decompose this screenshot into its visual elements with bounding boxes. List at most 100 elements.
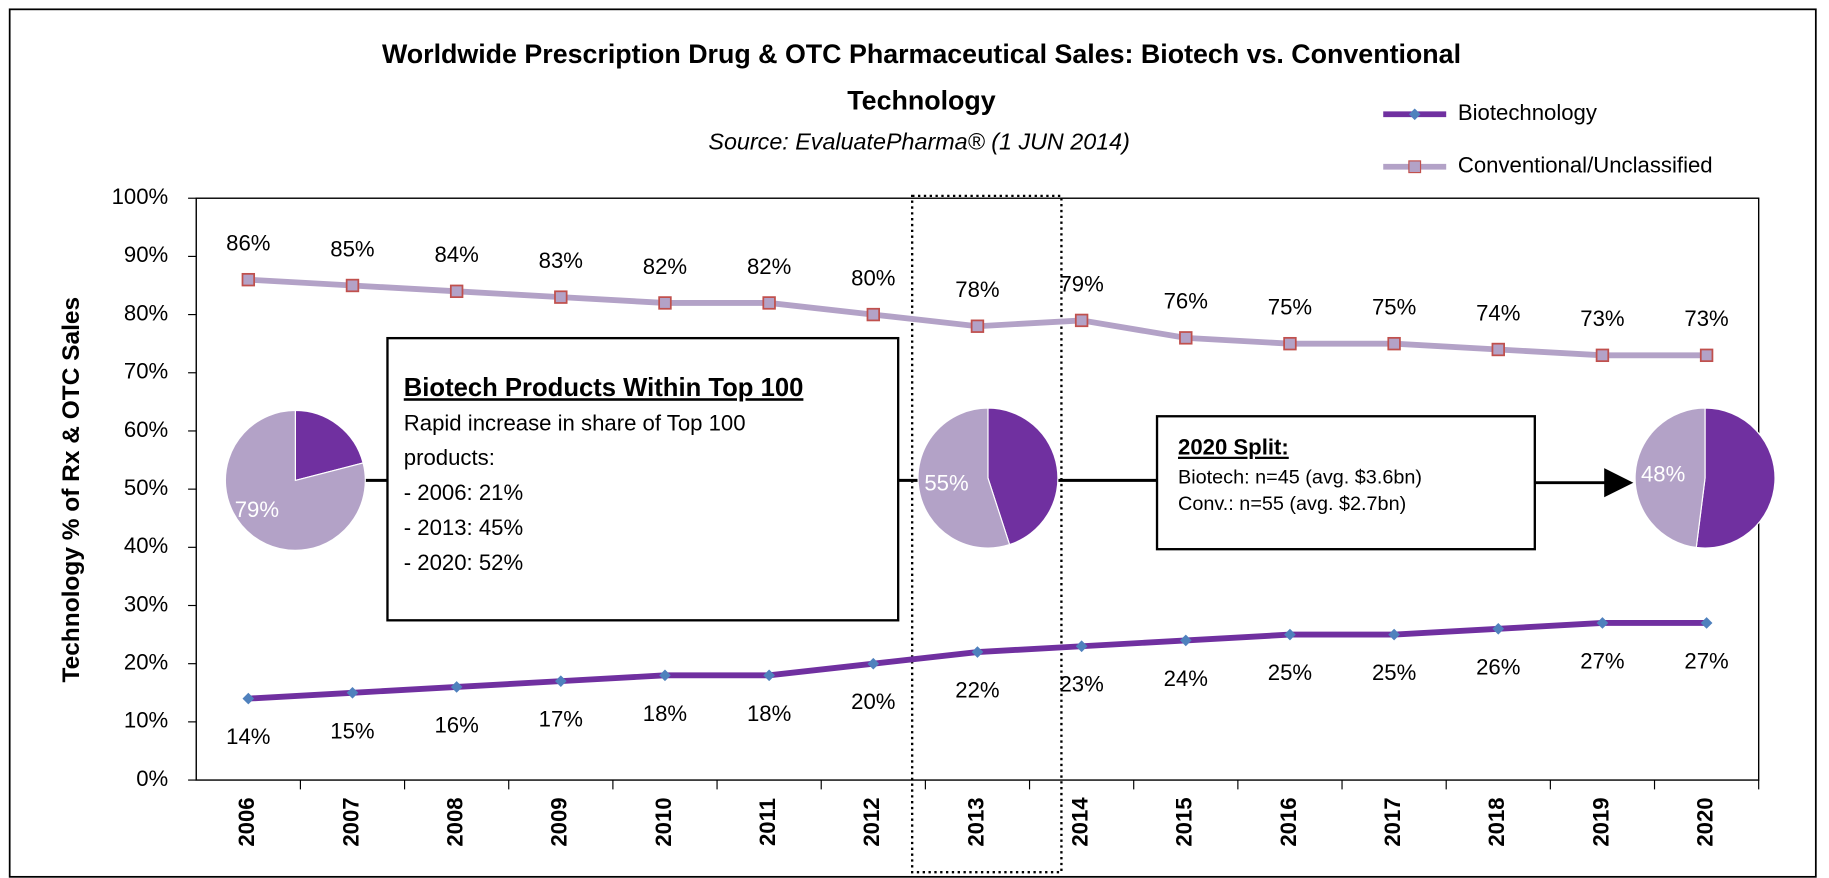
chart-subtitle: Source: EvaluatePharma® (1 JUN 2014)	[708, 129, 1129, 155]
data-label: 24%	[1164, 666, 1208, 691]
data-label: 15%	[330, 718, 374, 743]
data-label: 83%	[539, 248, 583, 273]
annotation-line: Conv.: n=55 (avg. $2.7bn)	[1178, 493, 1406, 515]
x-tick-label: 2017	[1380, 797, 1405, 846]
data-label: 25%	[1268, 660, 1312, 685]
point	[866, 307, 881, 322]
point	[970, 319, 985, 333]
y-tick-label: 100%	[112, 184, 169, 209]
data-label: 17%	[539, 707, 583, 732]
y-tick-label: 90%	[124, 242, 168, 267]
point	[1595, 348, 1610, 363]
point	[449, 284, 464, 299]
annotation-line: - 2006: 21%	[404, 480, 523, 505]
data-label: 75%	[1372, 295, 1416, 320]
data-label: 78%	[955, 277, 999, 302]
x-tick-label: 2019	[1588, 797, 1613, 846]
point	[554, 290, 568, 304]
data-label: 73%	[1580, 306, 1624, 331]
point	[241, 272, 256, 287]
pie-slice	[224, 409, 366, 551]
legend-label: Biotechnology	[1458, 100, 1598, 125]
data-label: 25%	[1372, 660, 1416, 685]
x-tick-label: 2016	[1276, 797, 1301, 846]
annotation-line: Biotech: n=45 (avg. $3.6bn)	[1178, 466, 1422, 488]
pie-label: 55%	[924, 470, 968, 495]
y-axis-label: Technology % of Rx & OTC Sales	[58, 297, 85, 683]
x-tick-label: 2018	[1484, 797, 1509, 846]
point	[1699, 348, 1714, 363]
point	[1075, 640, 1088, 653]
y-tick-label: 30%	[124, 591, 168, 616]
data-label: 76%	[1164, 289, 1208, 314]
point	[1492, 622, 1505, 635]
data-label: 16%	[434, 712, 478, 737]
point	[1491, 342, 1505, 357]
point	[1179, 331, 1193, 345]
pie-slice	[917, 407, 1011, 549]
point	[1388, 628, 1400, 641]
annotation-box	[386, 336, 900, 622]
annotation-line: - 2020: 52%	[404, 550, 523, 575]
data-label: 80%	[851, 265, 895, 290]
point	[1179, 634, 1192, 647]
pie-slice	[294, 409, 364, 482]
x-tick-label: 2006	[234, 797, 259, 846]
annotation-line: - 2013: 45%	[404, 515, 523, 540]
x-tick-label: 2009	[547, 797, 572, 846]
data-label: 27%	[1684, 648, 1728, 673]
x-tick-label: 2011	[755, 798, 780, 846]
y-tick-label: 10%	[124, 708, 168, 733]
data-label: 82%	[643, 254, 687, 279]
data-label: 82%	[747, 254, 791, 279]
point	[554, 675, 567, 687]
chart-title: Worldwide Prescription Drug & OTC Pharma…	[382, 39, 1461, 69]
x-tick-label: 2014	[1067, 797, 1092, 847]
y-tick-label: 40%	[124, 533, 168, 558]
point	[867, 657, 880, 670]
data-label: 27%	[1580, 648, 1624, 673]
point	[1074, 313, 1089, 328]
point	[1387, 336, 1401, 351]
data-label: 73%	[1684, 306, 1728, 331]
data-label: 22%	[955, 678, 999, 703]
data-label: 85%	[330, 236, 374, 261]
x-tick-label: 2020	[1692, 797, 1717, 846]
legend-marker	[1408, 160, 1422, 174]
pie-slice	[1634, 407, 1706, 549]
point	[450, 681, 463, 693]
point	[659, 669, 671, 682]
y-tick-label: 0%	[136, 766, 168, 791]
data-label: 14%	[226, 724, 270, 749]
annotation-title: Biotech Products Within Top 100	[404, 374, 804, 402]
point	[763, 669, 775, 682]
annotation-title: 2020 Split:	[1178, 435, 1289, 460]
annotation-line: Rapid increase in share of Top 100	[404, 410, 746, 435]
highlight-2013	[911, 194, 1063, 874]
point	[971, 646, 984, 658]
pie-slice	[987, 407, 1059, 546]
data-label: 84%	[434, 242, 478, 267]
pie-label: 48%	[1641, 461, 1685, 486]
x-tick-label: 2013	[963, 797, 988, 846]
legend-marker	[1408, 108, 1421, 121]
y-tick-label: 50%	[124, 475, 168, 500]
point	[1700, 617, 1713, 629]
annotation-box	[1155, 415, 1536, 551]
y-tick-label: 80%	[124, 300, 168, 325]
data-label: 18%	[643, 701, 687, 726]
chart-title: Technology	[847, 86, 995, 116]
data-label: 18%	[747, 701, 791, 726]
point	[762, 296, 776, 310]
point	[658, 296, 672, 310]
point	[1284, 628, 1296, 641]
frame	[8, 8, 1817, 878]
data-label: 26%	[1476, 654, 1520, 679]
data-label: 79%	[1059, 271, 1103, 296]
data-label: 86%	[226, 231, 270, 256]
point	[346, 686, 359, 699]
point	[345, 278, 360, 293]
pie-label: 79%	[235, 497, 279, 522]
